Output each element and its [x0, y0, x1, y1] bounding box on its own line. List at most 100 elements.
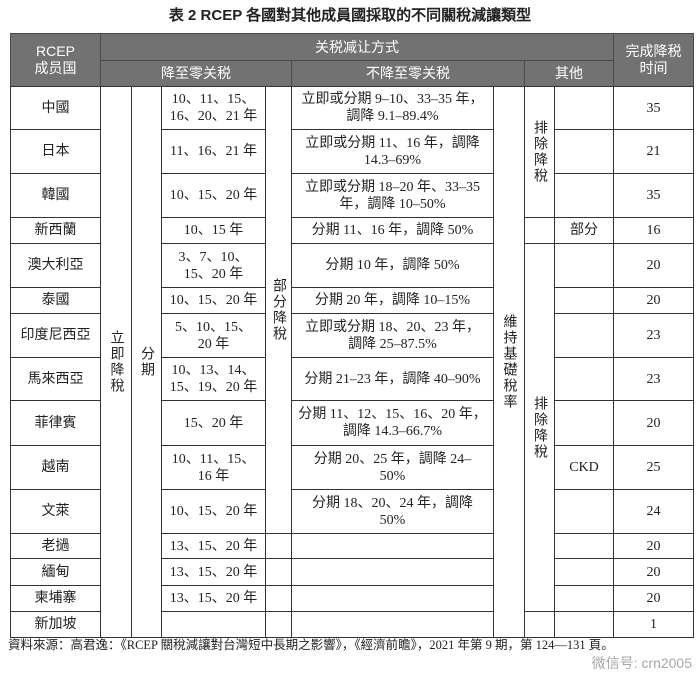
zero-years-cell: 15、20 年: [161, 400, 266, 446]
other-cell: [554, 173, 614, 218]
source-note: 資料來源：高君逸：《RCEP 關稅減讓對台灣短中長期之影響》，《經濟前瞻》，20…: [8, 638, 614, 652]
span-partial-text: 部分降稅: [271, 278, 286, 342]
span-maintain: 維持基礎稅率: [493, 86, 525, 638]
country-cell: 澳大利亞: [10, 243, 101, 288]
partial-cut-cell: [291, 533, 494, 559]
other-cell: [554, 611, 614, 638]
finish-time-cell: 23: [613, 357, 694, 401]
partial-cut-cell: [291, 558, 494, 586]
country-cell-text: 印度尼西亞: [20, 328, 91, 343]
zero-years-cell-text: 10、11、15、 16 年: [171, 451, 256, 484]
other-cell-text: 部分: [570, 223, 598, 238]
partial-cut-cell-text: 分期 10 年，調降 50%: [325, 258, 460, 273]
zero-years-cell: 13、15、20 年: [161, 533, 266, 559]
span-exclude-2: 排除降稅: [524, 243, 555, 612]
zero-years-cell: 11、16、21 年: [161, 129, 266, 174]
finish-time-cell: 21: [613, 129, 694, 174]
span-maintain-text: 維持基礎稅率: [501, 314, 517, 410]
zero-years-cell-text: 11、16、21 年: [170, 144, 257, 159]
header-other: 其他: [524, 60, 614, 87]
finish-time-cell-text: 23: [646, 371, 661, 387]
zero-years-cell: 10、11、15、 16 年: [161, 445, 266, 490]
country-cell-text: 越南: [41, 460, 70, 475]
finish-time-cell-text: 21: [646, 144, 661, 159]
header-member: RCEP 成员国: [10, 33, 101, 87]
partial-cut-cell-text: 分期 11、16 年，調降 50%: [311, 223, 474, 238]
country-cell-text: 泰國: [41, 293, 70, 308]
zero-years-cell-text: 5、10、15、 20 年: [175, 319, 252, 352]
header-not-zero-text: 不降至零关税: [366, 65, 450, 81]
finish-time-cell: 25: [613, 445, 694, 490]
other-cell: [554, 585, 614, 612]
finish-time-cell-text: 20: [646, 564, 661, 580]
partial-cut-cell: 分期 10 年，調降 50%: [291, 243, 494, 288]
country-cell-text: 菲律賓: [34, 415, 77, 431]
zero-years-cell-text: 10、15、20 年: [169, 504, 258, 519]
zero-years-cell: 3、7、10、 15、20 年: [161, 243, 266, 288]
country-cell-text: 老撾: [41, 538, 70, 554]
finish-time-cell-text: 35: [646, 188, 661, 203]
country-cell-text: 柬埔寨: [34, 591, 77, 606]
finish-time-cell: 20: [613, 558, 694, 586]
partial-cut-cell-text: 分期 18、20、24 年，調降 50%: [312, 495, 473, 528]
zero-years-cell-text: 13、15、20 年: [169, 591, 258, 606]
zero-years-cell: 10、11、15、 16、20、21 年: [161, 86, 266, 130]
zero-years-cell-text: 10、15 年: [183, 223, 244, 238]
header-to-zero-text: 降至零关税: [161, 65, 231, 81]
zero-years-cell: 13、15、20 年: [161, 558, 266, 586]
partial-cut-cell-text: 立即或分期 11、16 年，調降 14.3–69%: [305, 135, 480, 168]
finish-time-cell-text: 20: [646, 538, 661, 554]
other-cell: [554, 287, 614, 314]
country-cell-text: 文萊: [41, 504, 70, 519]
other-cell: 部分: [554, 217, 614, 244]
partial-cut-cell-text: 立即或分期 18–20 年、33–35 年，調降 10–50%: [305, 179, 480, 212]
country-cell: 新加坡: [10, 611, 101, 638]
other-cell: [554, 533, 614, 559]
other-cell-text: CKD: [569, 460, 599, 475]
header-finish: 完成降税 时间: [613, 33, 694, 87]
finish-time-cell: 20: [613, 243, 694, 288]
empty-cell: [265, 558, 292, 586]
finish-time-cell: 20: [613, 287, 694, 314]
zero-years-cell: [161, 611, 266, 638]
zero-years-cell-text: 15、20 年: [183, 415, 244, 431]
country-cell: 老撾: [10, 533, 101, 559]
watermark: 微信号: crn2005: [591, 655, 692, 671]
finish-time-cell-text: 20: [646, 415, 661, 431]
span-exclude-1: 排除降稅: [524, 86, 555, 218]
header-not-zero: 不降至零关税: [291, 60, 525, 87]
finish-time-cell: 35: [613, 86, 694, 130]
zero-years-cell-text: 10、13、14、 15、19、20 年: [169, 363, 258, 395]
country-cell-text: 澳大利亞: [27, 258, 84, 273]
partial-cut-cell: 立即或分期 9–10、33–35 年， 調降 9.1–89.4%: [291, 86, 494, 130]
country-cell: 韓國: [10, 173, 101, 218]
country-cell-text: 新加坡: [34, 617, 77, 632]
empty-cell: [265, 585, 292, 612]
partial-cut-cell-text: 分期 20、25 年，調降 24– 50%: [313, 451, 472, 484]
zero-years-cell: 10、15、20 年: [161, 173, 266, 218]
country-cell: 緬甸: [10, 558, 101, 586]
country-cell: 新西蘭: [10, 217, 101, 244]
partial-cut-cell: 分期 20 年，調降 10–15%: [291, 287, 494, 314]
finish-time-cell: 35: [613, 173, 694, 218]
partial-cut-cell: [291, 585, 494, 612]
span-immediate: 立即降稅: [100, 86, 132, 638]
zero-years-cell: 10、15、20 年: [161, 287, 266, 314]
zero-years-cell-text: 13、15、20 年: [169, 538, 258, 554]
finish-time-cell: 1: [613, 611, 694, 638]
span-staged: 分期: [131, 86, 162, 638]
country-cell-text: 韓國: [41, 188, 70, 203]
country-cell: 印度尼西亞: [10, 313, 101, 358]
finish-time-cell: 20: [613, 400, 694, 446]
other-cell: [554, 243, 614, 288]
other-cell: [554, 357, 614, 401]
partial-cut-cell: 立即或分期 11、16 年，調降 14.3–69%: [291, 129, 494, 174]
empty-cell: [265, 533, 292, 559]
partial-cut-cell: 分期 11、16 年，調降 50%: [291, 217, 494, 244]
partial-cut-cell: 分期 18、20、24 年，調降 50%: [291, 489, 494, 534]
span-exclude-2-text: 排除降稅: [532, 395, 547, 460]
zero-years-cell-text: 13、15、20 年: [169, 564, 258, 580]
finish-time-cell-text: 1: [650, 617, 657, 632]
finish-time-cell-text: 16: [646, 223, 661, 238]
span-immediate-text: 立即降稅: [108, 330, 124, 394]
